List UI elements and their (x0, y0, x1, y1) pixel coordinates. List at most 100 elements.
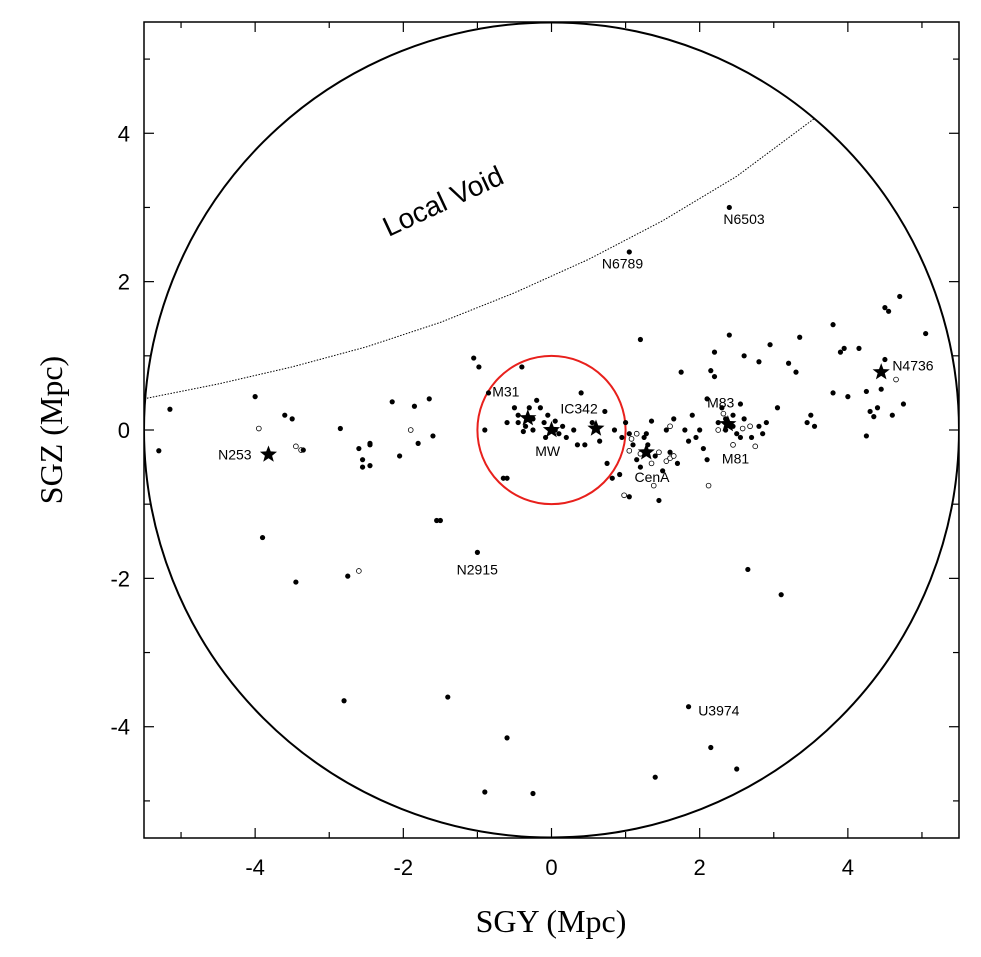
galaxy-point (778, 592, 784, 598)
galaxy-point (708, 368, 714, 374)
galaxy-point (611, 427, 618, 433)
galaxy-point (663, 427, 669, 433)
galaxy-point (634, 457, 640, 463)
galaxy-point (741, 353, 747, 359)
galaxy-point (867, 408, 873, 415)
x-tick-label: 0 (545, 855, 557, 880)
galaxy-point (841, 345, 847, 351)
galaxy-star-marker (259, 445, 277, 462)
galaxy-point (682, 427, 688, 433)
galaxy-label: N6789 (602, 255, 643, 271)
galaxy-point (626, 431, 632, 437)
galaxy-point (367, 440, 373, 446)
galaxy-point (560, 423, 566, 429)
galaxy-point (604, 460, 610, 466)
inner-circle (476, 354, 627, 506)
y-tick-label: 0 (118, 418, 130, 443)
galaxy-point (482, 427, 488, 433)
galaxy-point (519, 364, 525, 370)
galaxy-point (897, 293, 903, 300)
galaxy-point (437, 517, 443, 524)
galaxy-point (341, 698, 347, 704)
galaxy-point (359, 457, 366, 463)
galaxy-point (678, 369, 684, 375)
galaxy-point (415, 440, 421, 446)
galaxy-point (556, 431, 562, 437)
galaxy-point (704, 457, 710, 463)
galaxy-point (474, 549, 481, 556)
galaxy-point (522, 423, 529, 429)
galaxy-point (619, 434, 625, 441)
galaxy-point (697, 427, 703, 433)
galaxy-point (715, 419, 721, 426)
galaxy-point (856, 345, 862, 351)
galaxy-point (886, 308, 892, 314)
annotations: Local Void N6503 N6789 M31 IC342 MW N253 M83 M81… (218, 160, 934, 719)
galaxy-point (530, 790, 536, 797)
galaxy-point (863, 433, 869, 439)
galaxy-point-open (720, 410, 727, 417)
galaxy-point (345, 573, 351, 579)
galaxy-point (597, 438, 603, 444)
galaxy-point (530, 427, 536, 433)
galaxy-point (609, 475, 615, 481)
galaxy-point (622, 419, 629, 426)
galaxy-point-open (670, 453, 677, 459)
galaxy-point (359, 464, 366, 470)
galaxy-point (708, 744, 714, 751)
y-tick-label: 4 (118, 121, 130, 146)
galaxy-point (252, 394, 258, 400)
galaxy-point (811, 423, 818, 429)
axis-ticks: -4 -2 0 2 4 -4 -2 0 2 4 (110, 22, 959, 880)
galaxy-point-open (621, 492, 627, 499)
galaxy-point (630, 442, 636, 448)
galaxy-point (626, 494, 632, 500)
galaxy-point (541, 419, 547, 426)
galaxy-point (900, 401, 907, 407)
galaxy-point (626, 249, 632, 255)
galaxy-point (504, 419, 510, 426)
galaxy-point (156, 448, 162, 454)
galaxy-point (504, 735, 510, 741)
galaxy-point (574, 442, 581, 448)
galaxy-point (734, 766, 740, 772)
x-tick-label: -4 (245, 855, 265, 880)
galaxy-point (578, 390, 584, 396)
galaxy-point-open (705, 482, 712, 489)
galaxy-star-marker (542, 421, 561, 438)
galaxy-point (797, 334, 803, 340)
galaxy-point (704, 396, 710, 402)
galaxy-point (637, 336, 644, 343)
galaxy-point (259, 534, 266, 541)
galaxy-label: MW (535, 443, 561, 459)
galaxy-point (671, 416, 677, 422)
galaxy-point (889, 412, 895, 418)
local-void-label: Local Void (378, 160, 508, 243)
galaxy-point-open (730, 442, 736, 448)
galaxy-point (726, 204, 732, 211)
galaxy-point (763, 419, 769, 426)
galaxy-point (411, 403, 418, 409)
galaxy-point (737, 434, 744, 441)
y-tick-label: -4 (110, 715, 130, 740)
galaxy-label: CenA (634, 469, 670, 485)
galaxy-star-marker (587, 419, 605, 436)
galaxy-point (643, 431, 649, 437)
galaxy-point (767, 342, 773, 348)
galaxy-point (552, 418, 558, 424)
galaxy-star-marker (719, 415, 737, 432)
galaxy-point (882, 356, 888, 363)
galaxy-point (685, 438, 692, 444)
galaxy-point (726, 332, 732, 338)
galaxy-point (389, 399, 395, 405)
galaxy-point (434, 517, 440, 524)
galaxy-label: N2915 (457, 562, 498, 578)
galaxy-point (476, 364, 482, 370)
galaxy-point-open (356, 568, 362, 574)
galaxy-point-open (656, 449, 662, 456)
galaxy-point-open (893, 376, 899, 383)
galaxy-point (863, 388, 869, 395)
galaxy-point (689, 412, 695, 418)
galaxy-point (582, 442, 588, 448)
